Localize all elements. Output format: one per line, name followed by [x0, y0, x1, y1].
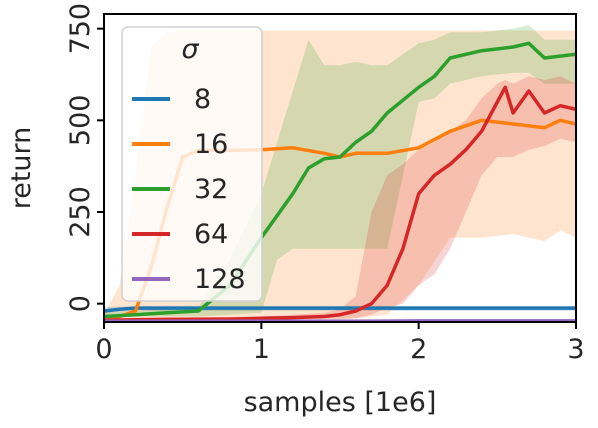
- legend-frame: [121, 26, 263, 302]
- line-sigma-64: [104, 85, 576, 322]
- x-tick-label: 2: [410, 334, 427, 365]
- y-tick-label: 500: [65, 95, 96, 147]
- x-tick-label: 0: [95, 334, 112, 365]
- legend-title: σ: [181, 34, 199, 65]
- y-axis-label: return: [6, 127, 37, 210]
- band-sigma-32: [104, 25, 576, 317]
- x-tick-label: 3: [567, 334, 584, 365]
- legend-label-sigma-128: 128: [194, 264, 246, 295]
- line-sigma-8: [104, 306, 576, 313]
- y-tick-label: 250: [65, 186, 96, 238]
- y-tick-label: 750: [65, 3, 96, 55]
- plot-frame: [103, 13, 577, 323]
- legend-label-sigma-8: 8: [194, 84, 211, 115]
- axis-ticks: 0 1 2 3 0 250 500 750: [65, 3, 585, 365]
- x-tick-label: 1: [253, 334, 270, 365]
- legend-label-sigma-32: 32: [194, 174, 228, 205]
- band-sigma-64: [104, 76, 576, 322]
- legend-label-sigma-16: 16: [194, 129, 228, 160]
- legend-label-sigma-64: 64: [194, 219, 228, 250]
- x-axis-label: samples [1e6]: [244, 387, 437, 418]
- y-tick-label: 0: [65, 295, 96, 312]
- legend: σ 8 16 32 64 128: [121, 26, 263, 302]
